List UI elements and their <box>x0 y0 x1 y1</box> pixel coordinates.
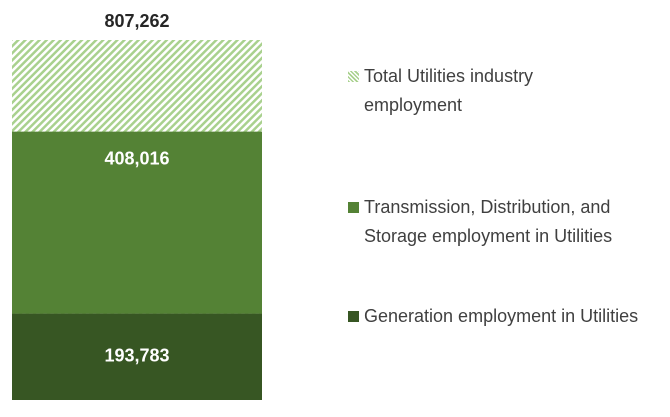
legend-item: Generation employment in Utilities <box>348 302 666 331</box>
bar-segment <box>12 313 262 400</box>
bar-segment <box>12 131 262 314</box>
legend-swatch <box>348 71 359 82</box>
legend-item: Transmission, Distribution, and Storage … <box>348 193 666 251</box>
value-label: 408,016 <box>104 148 169 168</box>
legend-swatch <box>348 311 359 322</box>
value-label: 193,783 <box>104 346 169 366</box>
legend-label: Transmission, Distribution, and Storage … <box>364 197 613 246</box>
total-label: 807,262 <box>104 11 169 31</box>
legend-item: Total Utilities industry employment <box>348 62 584 120</box>
legend-label: Generation employment in Utilities <box>364 306 639 326</box>
legend-label: Total Utilities industry employment <box>364 66 534 115</box>
legend-swatch <box>348 202 359 213</box>
